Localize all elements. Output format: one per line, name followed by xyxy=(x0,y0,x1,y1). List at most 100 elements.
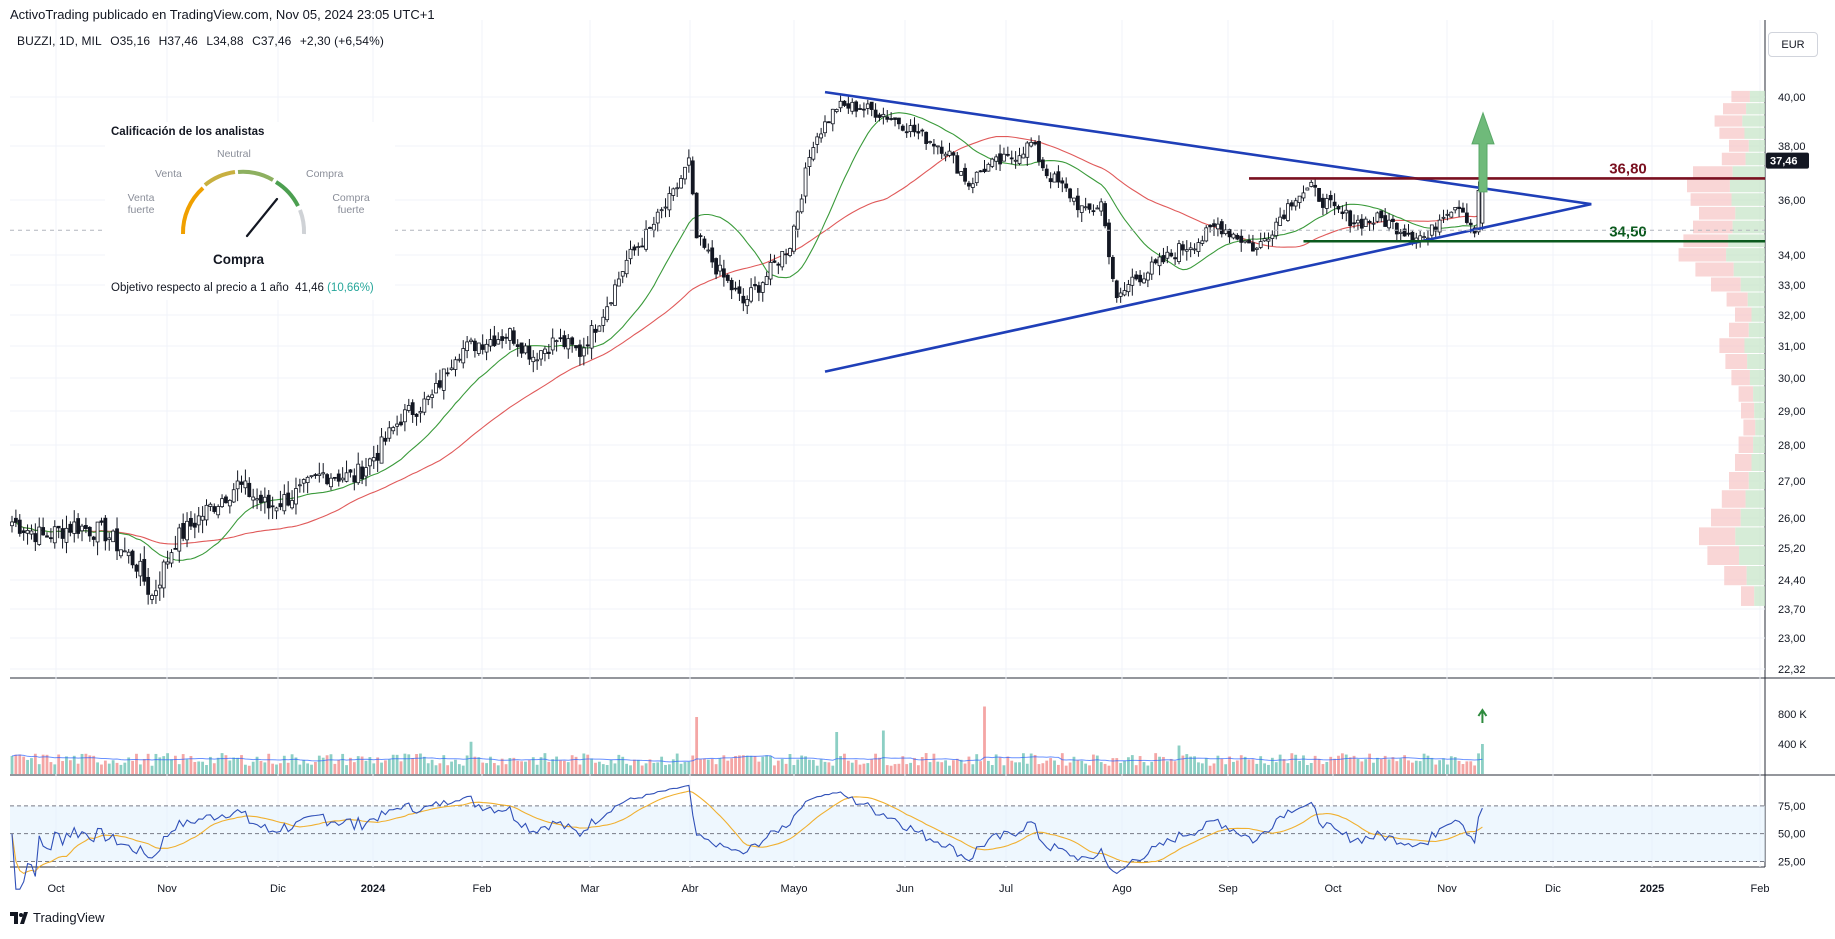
candle-body xyxy=(325,474,329,485)
candle-body xyxy=(990,158,995,167)
candle-body xyxy=(1017,155,1022,165)
volume-bar xyxy=(1095,755,1099,774)
volume-bar xyxy=(1457,760,1461,774)
volume-bar xyxy=(508,757,512,774)
candle-body xyxy=(379,436,384,464)
volume-bar xyxy=(1189,756,1193,774)
volume-bar xyxy=(228,760,232,774)
candle-body xyxy=(1114,280,1119,299)
volume-bar xyxy=(100,764,103,774)
volume-bar xyxy=(714,764,718,774)
volume-profile-bar xyxy=(1751,307,1765,322)
volume-bar xyxy=(741,755,745,774)
candle-body xyxy=(1293,200,1298,207)
volume-bar xyxy=(796,759,800,774)
y-tick-label: 23,00 xyxy=(1778,633,1806,645)
candle-body xyxy=(243,480,248,489)
candle-body xyxy=(1352,222,1356,225)
candle-body xyxy=(418,411,423,414)
candle-body xyxy=(753,284,757,287)
symbol-label[interactable]: BUZZI, 1D, MIL xyxy=(17,34,102,48)
volume-bar xyxy=(259,760,263,774)
volume-bar xyxy=(1103,763,1107,774)
x-tick-label: Dic xyxy=(1545,883,1561,895)
volume-bar xyxy=(1278,754,1282,774)
volume-bar xyxy=(839,756,842,774)
volume-profile-bar xyxy=(1707,546,1740,565)
candle-body xyxy=(912,124,917,133)
volume-bar xyxy=(489,756,492,774)
volume-bar xyxy=(368,757,372,774)
candle-body xyxy=(589,325,594,349)
volume-bar xyxy=(1395,761,1399,774)
candle-body xyxy=(445,372,450,375)
volume-bar xyxy=(314,761,317,774)
rsi-ma-line xyxy=(11,790,1483,875)
volume-bar xyxy=(924,753,928,774)
volume-bar xyxy=(990,765,994,774)
volume-bar xyxy=(1344,754,1348,774)
volume-bar xyxy=(1247,759,1251,774)
volume-bar xyxy=(749,755,753,774)
candle-body xyxy=(220,498,224,508)
volume-bar xyxy=(131,760,134,774)
volume-bar xyxy=(730,758,734,774)
candle-body xyxy=(387,427,392,439)
candle-body xyxy=(562,335,567,348)
candle-body xyxy=(799,198,804,213)
volume-bar xyxy=(500,758,504,774)
candle-body xyxy=(690,160,695,195)
tradingview-logo[interactable]: TradingView xyxy=(10,910,105,925)
candle-body xyxy=(1138,274,1142,283)
volume-bar xyxy=(683,761,687,774)
volume-profile-bar xyxy=(1729,139,1749,152)
volume-profile-bar xyxy=(1746,103,1765,115)
candle-body xyxy=(1247,239,1251,244)
volume-profile-bar xyxy=(1740,508,1765,527)
volume-bar xyxy=(788,753,792,774)
candle-body xyxy=(157,584,162,589)
candle-body xyxy=(484,343,489,353)
volume-bar xyxy=(963,763,967,774)
candle-body xyxy=(1251,242,1255,252)
candle-body xyxy=(1145,272,1150,281)
volume-bar xyxy=(1321,764,1325,774)
currency-button[interactable]: EUR xyxy=(1768,32,1818,57)
volume-bar xyxy=(76,763,80,774)
candle-body xyxy=(301,479,306,484)
candle-body xyxy=(138,560,143,577)
volume-bar xyxy=(738,755,741,774)
candle-body xyxy=(1363,218,1368,227)
candle-body xyxy=(1391,218,1395,223)
volume-bar xyxy=(1111,758,1115,774)
candle-body xyxy=(1464,212,1469,223)
volume-bar xyxy=(1379,759,1383,774)
x-tick-label: Abr xyxy=(681,883,698,895)
volume-bar xyxy=(80,753,84,774)
volume-bar xyxy=(387,759,391,774)
candle-body xyxy=(10,521,14,527)
candle-body xyxy=(305,476,310,484)
volume-bar xyxy=(745,755,749,774)
volume-profile-bar xyxy=(1749,370,1765,386)
candle-body xyxy=(146,576,151,595)
volume-bar xyxy=(1414,760,1418,774)
volume-bar xyxy=(1185,754,1189,774)
volume-bar xyxy=(687,761,691,774)
candle-body xyxy=(383,437,388,442)
candle-body xyxy=(1052,173,1057,183)
candle-body xyxy=(1309,181,1314,187)
volume-profile-bar xyxy=(1726,292,1748,307)
candle-body xyxy=(827,121,831,124)
candle-body xyxy=(329,477,333,488)
candle-body xyxy=(597,325,602,332)
x-tick-label: Jun xyxy=(896,883,914,895)
volume-bar xyxy=(971,764,975,774)
volume-bar xyxy=(1481,744,1484,774)
volume-profile-bar xyxy=(1755,419,1765,436)
volume-bar xyxy=(271,763,275,774)
x-tick-label: Nov xyxy=(1437,883,1457,895)
low-value: L34,88 xyxy=(206,34,244,48)
volume-bar xyxy=(1130,755,1134,774)
